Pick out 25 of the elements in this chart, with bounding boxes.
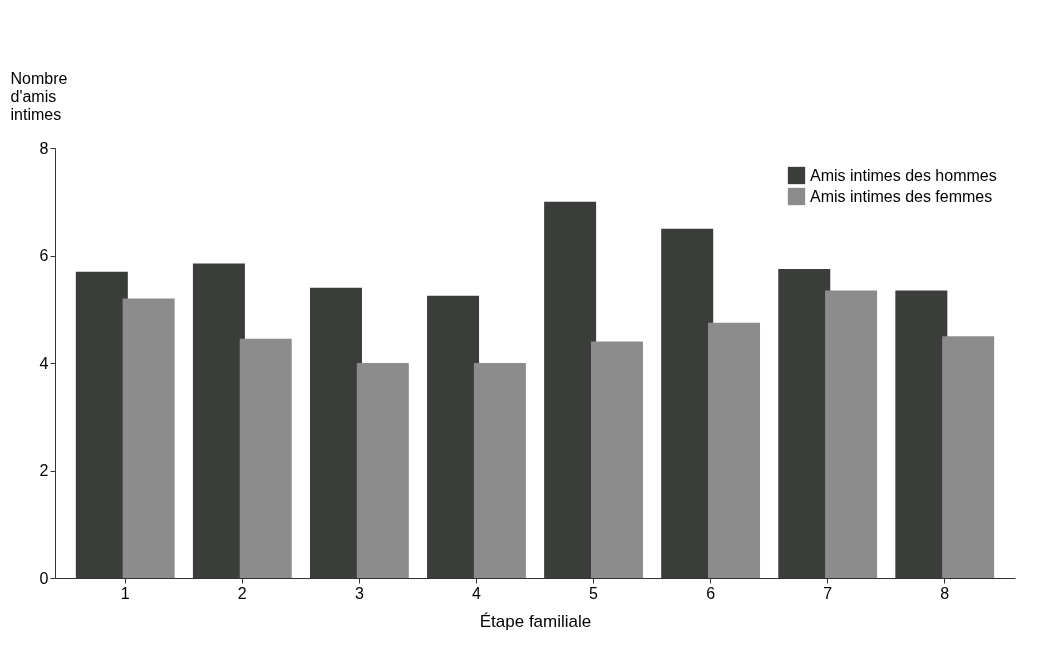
y-axis-title: Nombre d'amis intimes <box>10 69 68 123</box>
bar <box>708 322 761 578</box>
bar <box>825 290 878 578</box>
y-tick-label: 4 <box>39 354 49 372</box>
y-tick-label: 8 <box>39 139 49 157</box>
bar <box>122 298 175 578</box>
bar <box>356 363 409 578</box>
x-tick-label: 6 <box>706 584 716 602</box>
x-tick-label: 8 <box>940 584 950 602</box>
y-tick-label: 6 <box>39 247 49 264</box>
y-tick-label: 0 <box>39 569 49 587</box>
x-tick-label: 4 <box>472 584 482 602</box>
x-tick-label: 5 <box>589 584 599 602</box>
x-tick-label: 3 <box>354 584 364 602</box>
x-tick-label: 1 <box>120 584 130 602</box>
x-tick-label: 7 <box>823 584 833 602</box>
bar <box>942 336 995 578</box>
bar <box>239 338 292 578</box>
x-axis-title: Étape familiale <box>479 611 592 631</box>
bar <box>473 363 526 578</box>
x-tick-label: 2 <box>237 584 247 602</box>
bar <box>590 341 643 578</box>
legend-label: Amis intimes des hommes <box>810 166 997 184</box>
y-tick-label: 2 <box>39 462 49 479</box>
legend-label: Amis intimes des femmes <box>810 187 993 205</box>
